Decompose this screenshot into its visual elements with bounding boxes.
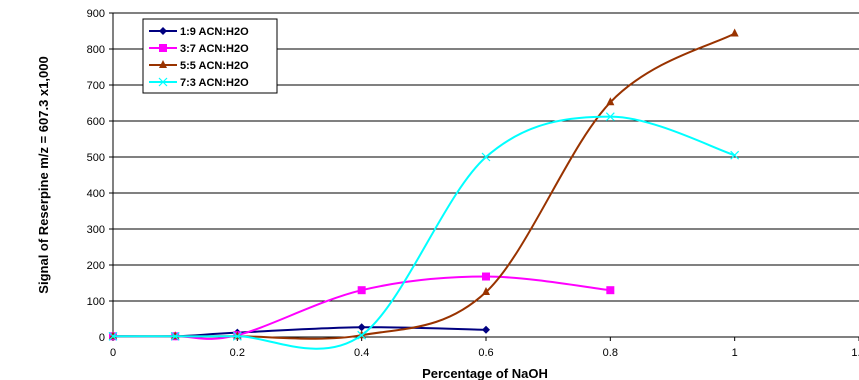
x-tick-label-2: 0.4 <box>354 347 369 359</box>
legend-label-0: 1:9 ACN:H2O <box>180 26 249 38</box>
y-axis-title: Signal of Reserpine m/z = 607.3 x1,000 <box>36 56 51 293</box>
y-tick-label-4: 400 <box>87 188 105 200</box>
legend-marker-3-stroke-b <box>158 77 168 87</box>
series-3-point-5 <box>605 112 615 122</box>
series-3-point-0-stroke-b <box>108 331 118 341</box>
series-3-point-1-stroke-b <box>170 331 180 341</box>
x-axis-title: Percentage of NaOH <box>422 366 548 380</box>
series-0-point-4 <box>482 325 490 334</box>
y-axis-ticks: 0 100 200 300 400 500 600 700 800 900 <box>87 8 113 344</box>
series-line-0 <box>112 326 487 338</box>
y-tick-label-6: 600 <box>87 116 105 128</box>
y-tick-label-1: 100 <box>87 296 105 308</box>
y-tick-label-5: 500 <box>87 152 105 164</box>
series-3-point-5-stroke-b <box>605 112 615 122</box>
y-tick-label-7: 700 <box>87 80 105 92</box>
legend-marker-3 <box>158 77 168 87</box>
legend-label-2: 5:5 ACN:H2O <box>180 60 249 72</box>
x-tick-label-1: 0.2 <box>230 347 245 359</box>
x-tick-label-3: 0.6 <box>478 347 493 359</box>
y-tick-label-9: 900 <box>87 8 105 20</box>
legend-label-1: 3:7 ACN:H2O <box>180 43 249 55</box>
series-1-point-5 <box>606 286 615 295</box>
legend-marker-0 <box>159 27 167 35</box>
y-tick-label-8: 800 <box>87 44 105 56</box>
series-3-point-2 <box>232 331 242 341</box>
y-tick-label-0: 0 <box>99 332 105 344</box>
x-tick-label-6: 1.2 <box>851 347 859 359</box>
series-3-point-6 <box>730 150 740 160</box>
series-3-point-6-stroke-b <box>730 150 740 160</box>
series-3-point-3-stroke-b <box>357 330 367 340</box>
y-tick-label-3: 300 <box>87 224 105 236</box>
legend-marker-1 <box>159 44 167 52</box>
y-tick-label-2: 200 <box>87 260 105 272</box>
series-group <box>108 28 740 350</box>
series-3-point-4 <box>481 152 491 162</box>
series-2-point-5 <box>606 97 615 106</box>
series-3-point-0 <box>108 331 118 341</box>
series-line-3 <box>113 115 735 350</box>
legend-label-3: 7:3 ACN:H2O <box>180 77 249 89</box>
series-0-point-3 <box>357 323 366 332</box>
series-3-point-2-stroke-b <box>232 331 242 341</box>
series-3-point-4-stroke-b <box>481 152 491 162</box>
x-tick-label-5: 1 <box>732 347 738 359</box>
legend: 1:9 ACN:H2O 3:7 ACN:H2O 5:5 ACN:H2O 7:3 ACN… <box>142 18 278 94</box>
series-3-point-3 <box>357 330 367 340</box>
series-2-point-4 <box>482 287 490 295</box>
legend-marker-2 <box>159 60 167 68</box>
series-3-point-1 <box>170 331 180 341</box>
series-1-point-4 <box>482 272 490 281</box>
x-tick-label-4: 0.8 <box>603 347 618 359</box>
x-tick-label-0: 0 <box>110 347 116 359</box>
series-2-point-6 <box>730 28 739 37</box>
x-axis-ticks: 0 0.2 0.4 0.6 0.8 1 1.2 <box>110 337 859 359</box>
series-1-point-3 <box>357 286 366 295</box>
